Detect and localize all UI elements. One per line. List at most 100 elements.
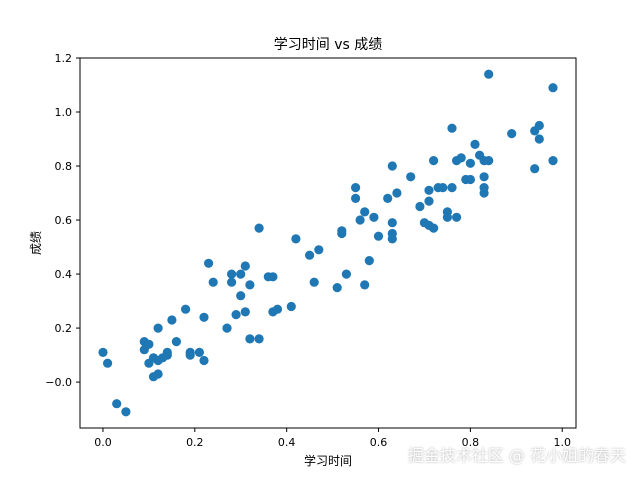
data-point-83 (465, 174, 475, 185)
data-point-99 (548, 156, 558, 166)
data-point-53 (355, 215, 365, 225)
data-point-50 (341, 269, 351, 279)
data-point-37 (254, 334, 264, 344)
plot-area (80, 58, 576, 428)
y-axis-label: 成绩 (29, 231, 43, 255)
data-point-1 (103, 358, 113, 368)
data-point-31 (236, 269, 246, 279)
data-point-30 (236, 291, 246, 301)
data-point-52 (351, 193, 361, 203)
y-tick-label: 0.4 (55, 268, 73, 281)
data-point-11 (153, 323, 163, 333)
x-tick-label: 0.2 (186, 436, 204, 449)
data-point-58 (373, 231, 384, 241)
data-point-85 (470, 139, 480, 149)
data-point-32 (240, 307, 250, 317)
data-point-39 (268, 272, 278, 282)
data-point-23 (199, 312, 209, 322)
data-point-35 (245, 334, 255, 344)
data-point-18 (181, 304, 191, 314)
data-point-65 (406, 172, 416, 182)
data-point-46 (314, 245, 324, 255)
data-point-15 (162, 347, 172, 357)
y-tick-label: 1.2 (55, 52, 73, 65)
data-point-81 (456, 153, 466, 163)
data-point-3 (121, 407, 131, 417)
data-point-51 (351, 183, 361, 193)
x-tick-label: 1.0 (553, 436, 571, 449)
data-point-29 (231, 310, 241, 320)
x-tick-label: 0.4 (278, 436, 296, 449)
data-point-89 (479, 188, 489, 198)
x-axis-ticks: 0.0 0.2 0.4 0.6 0.8 1.0 (94, 428, 571, 449)
data-point-84 (465, 158, 475, 168)
data-point-26 (222, 323, 232, 333)
data-point-66 (415, 201, 425, 212)
data-point-95 (530, 164, 540, 174)
data-point-56 (364, 256, 374, 266)
data-point-44 (305, 250, 315, 260)
data-point-63 (387, 218, 397, 228)
data-point-10 (153, 369, 163, 379)
data-point-60 (387, 161, 397, 171)
data-point-97 (534, 120, 544, 131)
data-point-92 (484, 156, 494, 166)
y-tick-label: 1.0 (55, 106, 73, 119)
data-point-59 (383, 193, 393, 203)
data-point-0 (98, 347, 108, 357)
data-point-34 (245, 280, 255, 290)
data-point-78 (447, 123, 457, 133)
data-point-41 (272, 304, 283, 314)
data-point-98 (548, 83, 558, 93)
data-point-42 (286, 301, 296, 312)
data-point-21 (194, 347, 204, 357)
data-point-36 (254, 223, 264, 233)
data-point-17 (171, 337, 181, 347)
data-point-62 (387, 228, 397, 239)
data-point-91 (484, 69, 494, 79)
x-axis-label: 学习时间 (304, 453, 352, 468)
y-axis-ticks: −0.0 0.2 0.4 0.6 0.8 1.0 1.2 (45, 52, 80, 389)
data-point-64 (392, 188, 402, 198)
data-point-25 (208, 277, 218, 287)
data-point-69 (424, 185, 434, 195)
data-point-93 (507, 129, 517, 139)
data-point-71 (429, 223, 439, 233)
x-tick-label: 0.6 (370, 436, 388, 449)
chart-title: 学习时间 vs 成绩 (274, 37, 382, 53)
data-point-68 (424, 196, 434, 206)
data-point-45 (309, 277, 319, 287)
data-point-74 (438, 183, 448, 193)
data-point-96 (534, 134, 544, 144)
data-point-24 (204, 258, 214, 268)
y-tick-label: 0.2 (55, 322, 73, 335)
y-tick-label: −0.0 (45, 376, 72, 389)
data-point-16 (167, 315, 177, 325)
y-tick-label: 0.6 (55, 214, 73, 227)
data-point-22 (199, 355, 209, 366)
data-point-72 (429, 156, 439, 166)
data-point-2 (112, 399, 122, 409)
data-point-77 (447, 183, 457, 193)
data-point-57 (369, 212, 379, 222)
watermark: 掘金技术社区 @ 花小姐的春天 (407, 446, 626, 465)
data-point-54 (360, 207, 370, 217)
data-point-55 (360, 280, 370, 290)
plot-frame (79, 57, 577, 429)
data-point-47 (332, 283, 342, 293)
data-points (98, 69, 558, 417)
data-point-43 (291, 234, 301, 244)
x-tick-label: 0.8 (462, 436, 480, 449)
data-point-49 (337, 226, 347, 236)
data-point-88 (479, 172, 489, 182)
data-point-27 (227, 269, 237, 279)
data-point-79 (452, 212, 462, 222)
x-tick-label: 0.0 (94, 436, 112, 449)
data-point-28 (227, 277, 237, 287)
data-point-76 (442, 207, 452, 217)
data-point-20 (185, 350, 195, 360)
data-point-33 (240, 261, 250, 271)
data-point-6 (144, 339, 154, 349)
